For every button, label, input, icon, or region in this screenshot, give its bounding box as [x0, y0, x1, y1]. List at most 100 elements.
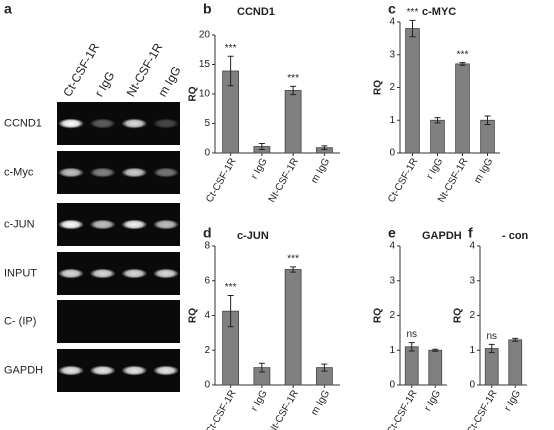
x-tick-label: r IgG	[422, 388, 443, 413]
bar	[284, 269, 302, 386]
row-label: CCND1	[4, 117, 42, 129]
bar	[508, 339, 523, 386]
gel-band	[121, 365, 148, 376]
y-tick-label: 4	[389, 241, 395, 252]
lane-label: m IgG	[155, 64, 183, 99]
x-tick-label: Ct-CSF-1R	[204, 388, 238, 430]
bar	[484, 348, 499, 386]
error-bar	[290, 85, 297, 96]
error-bar	[258, 362, 265, 373]
gel-band	[153, 118, 179, 129]
y-tick-label: 1	[469, 345, 475, 356]
y-tick-label: 0	[204, 380, 210, 391]
chart-title: - con	[502, 230, 529, 242]
gel-band	[153, 268, 179, 279]
gel-band	[153, 219, 179, 230]
y-tick-label: 2	[389, 310, 395, 321]
significance-label: ***	[287, 253, 299, 264]
gel-band	[121, 167, 148, 178]
row-label: C- (IP)	[4, 315, 36, 327]
x-tick-label: m IgG	[472, 156, 495, 185]
chart-title: GAPDH	[422, 230, 462, 242]
error-bar	[434, 117, 441, 124]
x-tick-label: Ct-CSF-1R	[204, 156, 238, 204]
y-tick-label: 6	[204, 275, 210, 286]
y-tick-label: 0	[204, 148, 210, 159]
panel-letter: f	[468, 225, 473, 241]
x-tick-label: Ct-CSF-1R	[386, 156, 420, 204]
y-tick-label: 4	[389, 17, 395, 28]
error-bar	[484, 115, 491, 126]
error-bar	[459, 62, 466, 66]
y-tick-label: 3	[389, 49, 395, 60]
gel-band	[89, 268, 116, 279]
x-tick-label: r IgG	[249, 388, 270, 413]
error-bar	[321, 145, 328, 150]
gel-band	[89, 365, 116, 376]
bar	[405, 28, 420, 154]
panel-letter: d	[203, 225, 212, 241]
gel-band	[58, 365, 84, 376]
gel-band	[89, 118, 116, 129]
error-bar	[512, 337, 519, 342]
significance-label: ***	[225, 282, 237, 293]
significance-label: ***	[287, 73, 299, 84]
panel-letter: c	[388, 1, 396, 17]
y-tick-label: 1	[389, 115, 395, 126]
x-tick-label: m IgG	[309, 156, 332, 185]
bar	[284, 90, 302, 154]
y-axis-label: RQ	[373, 80, 384, 95]
y-tick-label: 0	[389, 148, 395, 159]
bar	[404, 346, 419, 386]
bar	[480, 119, 495, 154]
x-tick-label: Ct-CSF-1R	[385, 388, 419, 430]
y-tick-label: 3	[389, 275, 395, 286]
x-tick-label: r IgG	[502, 388, 523, 413]
bar	[428, 349, 443, 386]
y-tick-label: 0	[469, 380, 475, 391]
y-tick-label: 4	[469, 241, 475, 252]
y-tick-label: 15	[199, 59, 211, 70]
y-tick-label: 20	[199, 30, 211, 41]
error-bar	[409, 19, 416, 38]
panel-letter: a	[4, 1, 12, 17]
gel-band	[58, 118, 84, 129]
y-tick-label: 2	[389, 82, 395, 93]
row-label: INPUT	[4, 267, 37, 279]
y-tick-label: 2	[469, 310, 475, 321]
bar	[430, 119, 445, 154]
y-axis-label: RQ	[188, 308, 199, 323]
x-tick-label: r IgG	[249, 156, 270, 181]
bar	[455, 63, 470, 154]
error-bar	[488, 343, 495, 354]
row-label: c-JUN	[4, 218, 35, 230]
y-tick-label: 8	[204, 241, 210, 252]
gel-band	[58, 219, 84, 230]
x-tick-label: Nt-CSF-1R	[267, 388, 301, 430]
y-tick-label: 10	[199, 89, 211, 100]
significance-label: ns	[486, 331, 497, 342]
gel-band	[58, 268, 84, 279]
gel-band	[89, 219, 116, 230]
error-bar	[432, 348, 439, 352]
chart-title: c-JUN	[237, 230, 269, 242]
gel-band	[153, 167, 179, 178]
y-tick-label: 3	[469, 275, 475, 286]
error-bar	[227, 295, 234, 328]
gel-band	[121, 219, 148, 230]
significance-label: ***	[457, 49, 469, 60]
gel-band	[89, 167, 116, 178]
y-axis-label: RQ	[373, 308, 384, 323]
y-tick-label: 2	[204, 345, 210, 356]
chart-title: CCND1	[237, 6, 275, 18]
y-tick-label: 0	[389, 380, 395, 391]
x-tick-label: m IgG	[309, 388, 332, 417]
chart-title: c-MYC	[422, 6, 456, 18]
y-tick-label: 1	[389, 345, 395, 356]
gel-strip	[57, 300, 180, 343]
error-bar	[408, 342, 415, 352]
x-tick-label: Nt-CSF-1R	[267, 156, 301, 204]
x-tick-label: r IgG	[425, 156, 446, 181]
error-bar	[227, 55, 234, 87]
